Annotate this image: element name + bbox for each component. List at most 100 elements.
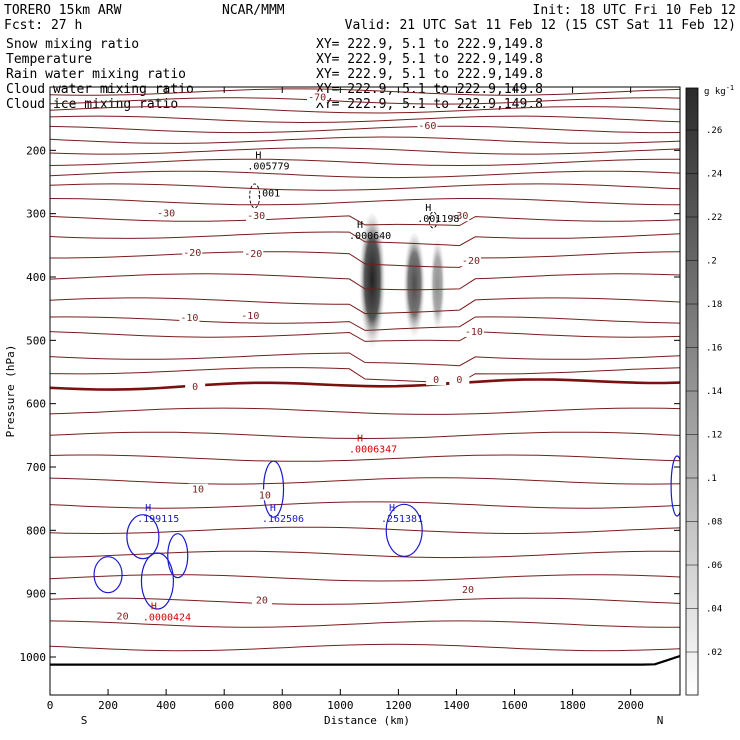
cloud-water-contour-2: [385, 503, 423, 557]
y-tick-label-0: 200: [26, 144, 46, 157]
cloud-ice-contour-1: [428, 211, 438, 229]
legend-field-1: Temperature: [6, 52, 92, 67]
org-name: NCAR/MMM: [222, 3, 285, 18]
extremum-mark-4: H: [357, 433, 363, 444]
isotherm-label-bg-16: [112, 610, 133, 622]
legend-xy-0: XY= 222.9, 5.1 to 222.9,149.8: [316, 37, 543, 52]
extremum-mark-7: H: [270, 503, 276, 514]
plot-frame: [49, 86, 681, 696]
isotherm-label-bg-0: [307, 91, 328, 103]
isotherm-label-10: -10: [465, 327, 483, 338]
extremum-mark-8: H: [389, 503, 395, 514]
extremum-value-5: .0000424: [143, 612, 191, 623]
isotherm-24: [50, 477, 680, 485]
isotherm-13: [50, 231, 680, 247]
colorbar-label-1: .04: [706, 605, 722, 615]
colorbar-label-10: .22: [706, 213, 722, 223]
y-tick-label-2: 400: [26, 271, 46, 284]
isotherm-17: [50, 316, 680, 331]
isotherm-30: [50, 620, 680, 628]
legend-xy-3: XY= 222.9, 5.1 to 222.9,149.8: [316, 82, 543, 97]
isotherm-4: [50, 115, 680, 124]
y-tick-label-1: 300: [26, 208, 46, 221]
isotherm-label-4: -30: [450, 211, 468, 222]
isotherm-label-bg-6: [243, 248, 264, 260]
isotherm-11: [50, 198, 680, 206]
x-end-left: S: [81, 714, 88, 727]
isotherm-label-bg-2: [156, 207, 177, 219]
extremum-value-7: .162506: [262, 514, 304, 525]
x-tick-label-7: 1400: [443, 699, 470, 712]
colorbar-label-11: .24: [706, 170, 722, 180]
colorbar-label-9: .2: [706, 257, 717, 267]
y-tick-label-8: 1000: [20, 651, 47, 664]
isotherm-label-2: -30: [157, 209, 175, 220]
isotherm-2: [50, 97, 680, 105]
isotherm-label-bg-3: [246, 210, 267, 222]
isotherm-label-6: -20: [244, 249, 262, 260]
x-tick-label-0: 0: [47, 699, 54, 712]
isotherm-label-bg-15: [254, 489, 275, 501]
y-tick-label-5: 700: [26, 461, 46, 474]
isotherm-label-bg-18: [458, 583, 479, 595]
plot-area: [50, 87, 680, 666]
extremum-mark-6: H: [145, 503, 151, 514]
x-tick-label-10: 2000: [617, 699, 644, 712]
x-tick-label-5: 1000: [327, 699, 354, 712]
isotherm-6: [50, 136, 680, 144]
isotherm-label-7: -20: [462, 256, 480, 267]
isotherm-label-bg-8: [179, 312, 200, 324]
isotherm-label-9: -10: [241, 311, 259, 322]
extremum-value-2: .000640: [349, 231, 391, 242]
valid-time: Valid: 21 UTC Sat 11 Feb 12 (15 CST Sat …: [345, 18, 736, 33]
model-title: TORERO 15km ARW: [4, 3, 122, 18]
forecast-hour: Fcst: 27 h: [4, 18, 82, 33]
colorbar-ticks: .02 .04 .06 .08 .1 .12 .14 .16 .18 .2 .22 .24 .26: [686, 126, 722, 658]
colorbar-label-4: .1: [706, 474, 717, 484]
isotherm-26: [50, 526, 680, 535]
x-tick-label-8: 1600: [501, 699, 528, 712]
extremum-value-4: .0006347: [349, 444, 397, 455]
cloud-ice-contours: [249, 183, 438, 229]
isotherm-31: [50, 643, 680, 652]
x-tick-label-4: 800: [272, 699, 292, 712]
cloud-water-contour-0: [126, 514, 160, 560]
snow-column-0: [358, 213, 387, 360]
colorbar-label-3: .08: [706, 518, 722, 528]
contour-labels: -70 -60 -30 -30 -30 -20 -20 -20 -10 -10 -10 0 0 0 10 10…: [112, 91, 484, 623]
isotherm-label-18: 20: [462, 585, 474, 596]
isotherm-20: [50, 367, 680, 384]
legend-field-3: Cloud water mixing ratio: [6, 82, 194, 97]
extremum-mark-5: H: [151, 601, 157, 612]
isotherm-28: [50, 574, 680, 582]
isotherm-label-bg-17: [251, 594, 272, 606]
colorbar-label-5: .12: [706, 431, 722, 441]
x-tick-label-9: 1800: [559, 699, 586, 712]
isotherm-label-bg-14: [188, 483, 209, 495]
isotherm-label-15: 10: [259, 490, 271, 501]
isotherm-label-bg-1: [417, 120, 438, 132]
isotherm-label-bg-11: [185, 381, 206, 393]
isotherm-19: [50, 352, 680, 367]
isotherm-9: [50, 170, 680, 179]
cloud-water-contour-4: [140, 552, 175, 610]
terrain-line: [50, 654, 680, 666]
colorbar-label-2: .06: [706, 561, 722, 571]
isotherm-25: [50, 501, 680, 509]
colorbar-label-6: .14: [706, 387, 722, 397]
x-tick-label-3: 600: [214, 699, 234, 712]
y-tick-label-4: 600: [26, 398, 46, 411]
isotherm-label-1: -60: [418, 121, 436, 132]
isotherm-14: [50, 251, 680, 268]
isotherm-3: [50, 106, 680, 114]
colorbar: .02 .04 .06 .08 .1 .12 .14 .16 .18 .2 .22 .24 .26 g …: [685, 84, 734, 696]
extremum-value-3: .001198: [417, 214, 459, 225]
extremum-mark-0: H: [255, 150, 261, 161]
isotherm-label-0: -70: [308, 93, 326, 104]
isotherm-label-bg-5: [182, 246, 203, 258]
x-axis: 0 200 400 600 800 1000 1200 1400 1600 1800 2000: [47, 87, 644, 712]
legend-xy-2: XY= 222.9, 5.1 to 222.9,149.8: [316, 67, 543, 82]
cloud-water-contours: [93, 455, 680, 610]
cloud-water-contour-5: [167, 533, 189, 579]
